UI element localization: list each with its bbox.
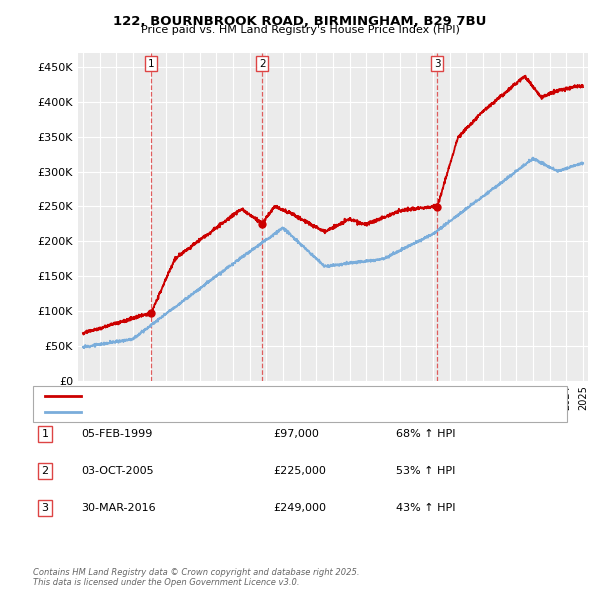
Text: 122, BOURNBROOK ROAD, BIRMINGHAM, B29 7BU (semi-detached house): 122, BOURNBROOK ROAD, BIRMINGHAM, B29 7B…: [87, 391, 451, 401]
Text: £225,000: £225,000: [273, 466, 326, 476]
Text: 53% ↑ HPI: 53% ↑ HPI: [396, 466, 455, 476]
Text: 1: 1: [41, 429, 49, 438]
Text: 30-MAR-2016: 30-MAR-2016: [81, 503, 155, 513]
Text: £249,000: £249,000: [273, 503, 326, 513]
Text: 43% ↑ HPI: 43% ↑ HPI: [396, 503, 455, 513]
Text: 03-OCT-2005: 03-OCT-2005: [81, 466, 154, 476]
Text: 2: 2: [259, 58, 265, 68]
Text: HPI: Average price, semi-detached house, Birmingham: HPI: Average price, semi-detached house,…: [87, 407, 355, 417]
Text: Price paid vs. HM Land Registry's House Price Index (HPI): Price paid vs. HM Land Registry's House …: [140, 25, 460, 35]
Text: Contains HM Land Registry data © Crown copyright and database right 2025.
This d: Contains HM Land Registry data © Crown c…: [33, 568, 359, 587]
Text: 2: 2: [41, 466, 49, 476]
Text: 68% ↑ HPI: 68% ↑ HPI: [396, 429, 455, 438]
Text: 3: 3: [434, 58, 440, 68]
Text: 122, BOURNBROOK ROAD, BIRMINGHAM, B29 7BU: 122, BOURNBROOK ROAD, BIRMINGHAM, B29 7B…: [113, 15, 487, 28]
Text: 1: 1: [148, 58, 154, 68]
Text: £97,000: £97,000: [273, 429, 319, 438]
Text: 3: 3: [41, 503, 49, 513]
Text: 05-FEB-1999: 05-FEB-1999: [81, 429, 152, 438]
